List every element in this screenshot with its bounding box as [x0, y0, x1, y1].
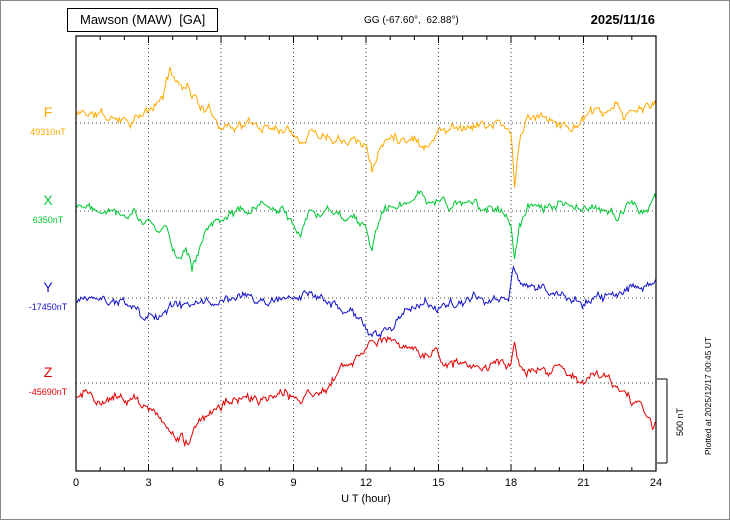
- series-label-Z: Z: [43, 364, 53, 380]
- scale-bar-label: 500 nT: [675, 407, 685, 437]
- series-label-F: F: [43, 104, 53, 120]
- series-label-Y: Y: [43, 279, 53, 295]
- series-baseline-value-Z: -45690nT: [28, 387, 68, 397]
- station-title: Mawson (MAW) [GA]: [67, 8, 219, 32]
- x-tick-label: 18: [504, 477, 518, 489]
- x-tick-label: 15: [432, 477, 445, 489]
- x-tick-label: 24: [649, 477, 663, 489]
- x-tick-label: 0: [72, 477, 80, 489]
- series-baseline-value-Y: -17450nT: [28, 302, 68, 312]
- plotted-at-note: Plotted at 2025/12/17 00:45 UT: [703, 336, 713, 456]
- x-axis-title: U T (hour): [341, 493, 391, 505]
- plot-date: 2025/11/16: [590, 12, 655, 27]
- plot-frame: [75, 35, 657, 472]
- x-tick-label: 6: [217, 477, 225, 489]
- x-tick-label: 3: [145, 477, 152, 489]
- trace-X: [76, 189, 656, 272]
- trace-Y: [76, 265, 656, 339]
- geographic-coordinates: GG (-67.60°, 62.88°): [364, 15, 459, 26]
- trace-Z: [76, 335, 656, 448]
- x-tick-label: 12: [359, 477, 373, 489]
- trace-F: [76, 66, 656, 188]
- x-tick-label: 9: [290, 477, 297, 489]
- series-baseline-value-X: 6350nT: [32, 215, 64, 225]
- series-baseline-value-F: 49310nT: [30, 127, 66, 137]
- x-tick-label: 21: [577, 477, 590, 489]
- series-label-X: X: [43, 192, 53, 208]
- trace-group: [76, 66, 656, 448]
